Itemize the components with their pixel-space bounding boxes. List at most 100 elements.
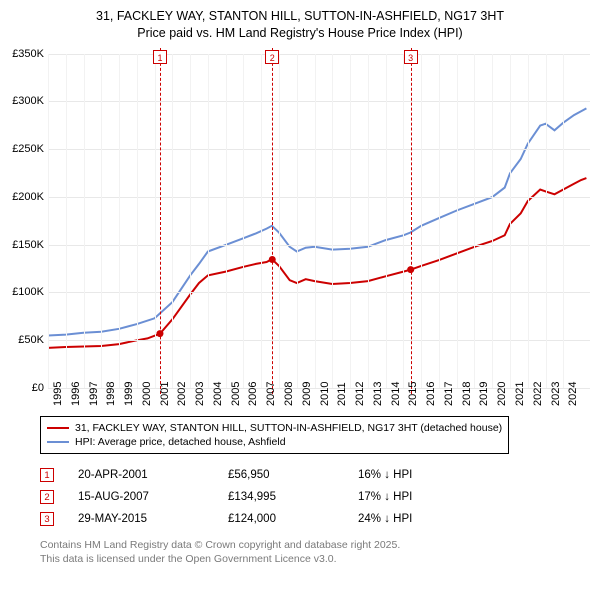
sale-row-price: £134,995 xyxy=(228,491,358,503)
title-line-1: 31, FACKLEY WAY, STANTON HILL, SUTTON-IN… xyxy=(10,8,590,25)
gridline-h xyxy=(48,197,590,198)
sale-row-delta: 24% ↓ HPI xyxy=(358,513,478,525)
gridline-v xyxy=(226,54,227,388)
x-tick-label: 2007 xyxy=(265,381,277,405)
x-tick-label: 2024 xyxy=(567,381,579,405)
gridline-v xyxy=(457,54,458,388)
series-price_paid xyxy=(48,178,586,348)
gridline-v xyxy=(261,54,262,388)
gridline-v xyxy=(137,54,138,388)
gridline-v xyxy=(368,54,369,388)
y-tick-label: £150K xyxy=(4,239,44,251)
sale-row-price: £124,000 xyxy=(228,513,358,525)
gridline-v xyxy=(474,54,475,388)
gridline-v xyxy=(279,54,280,388)
x-tick-label: 2011 xyxy=(336,382,348,406)
gridline-v xyxy=(101,54,102,388)
gridline-v xyxy=(190,54,191,388)
x-tick-label: 2000 xyxy=(141,381,153,405)
y-tick-label: £50K xyxy=(4,334,44,346)
gridline-v xyxy=(155,54,156,388)
y-tick-label: £100K xyxy=(4,286,44,298)
attribution-line-1: Contains HM Land Registry data © Crown c… xyxy=(40,538,590,552)
gridline-h xyxy=(48,292,590,293)
x-tick-label: 2010 xyxy=(319,381,331,405)
gridline-v xyxy=(528,54,529,388)
x-tick-label: 2022 xyxy=(532,381,544,405)
gridline-h xyxy=(48,54,590,55)
gridline-v xyxy=(297,54,298,388)
sales-table: 1 20-APR-2001£56,95016% ↓ HPI 2 15-AUG-2007… xyxy=(40,464,590,530)
x-tick-label: 2015 xyxy=(407,381,419,405)
x-tick-label: 2019 xyxy=(478,381,490,405)
sale-marker-badge: 2 xyxy=(265,50,279,64)
gridline-h xyxy=(48,340,590,341)
legend: 31, FACKLEY WAY, STANTON HILL, SUTTON-IN… xyxy=(40,416,509,454)
x-tick-label: 1996 xyxy=(70,381,82,405)
gridline-v xyxy=(546,54,547,388)
x-tick-label: 2016 xyxy=(425,381,437,405)
legend-label: HPI: Average price, detached house, Ashf… xyxy=(75,436,286,448)
sale-row-date: 15-AUG-2007 xyxy=(78,491,228,503)
sale-row-date: 29-MAY-2015 xyxy=(78,513,228,525)
gridline-h xyxy=(48,101,590,102)
x-tick-label: 2004 xyxy=(212,381,224,405)
sale-row-price: £56,950 xyxy=(228,469,358,481)
sale-row-delta: 16% ↓ HPI xyxy=(358,469,478,481)
sale-row-badge: 3 xyxy=(40,512,54,526)
gridline-v xyxy=(119,54,120,388)
gridline-v xyxy=(208,54,209,388)
x-tick-label: 2003 xyxy=(194,381,206,405)
gridline-v xyxy=(563,54,564,388)
y-tick-label: £300K xyxy=(4,95,44,107)
chart-title: 31, FACKLEY WAY, STANTON HILL, SUTTON-IN… xyxy=(10,8,590,42)
gridline-v xyxy=(243,54,244,388)
sale-row-date: 20-APR-2001 xyxy=(78,469,228,481)
gridline-v xyxy=(84,54,85,388)
gridline-v xyxy=(332,54,333,388)
legend-row: 31, FACKLEY WAY, STANTON HILL, SUTTON-IN… xyxy=(47,421,502,435)
gridline-v xyxy=(492,54,493,388)
line-canvas xyxy=(48,54,590,388)
x-tick-label: 2012 xyxy=(354,381,366,405)
sale-marker-line xyxy=(411,48,412,394)
sale-marker-badge: 1 xyxy=(153,50,167,64)
x-tick-label: 2006 xyxy=(247,381,259,405)
x-tick-label: 2009 xyxy=(301,381,313,405)
gridline-v xyxy=(439,54,440,388)
attribution: Contains HM Land Registry data © Crown c… xyxy=(40,538,590,566)
plot-region: 123 xyxy=(48,54,590,388)
attribution-line-2: This data is licensed under the Open Gov… xyxy=(40,552,590,566)
x-tick-label: 1995 xyxy=(52,381,64,405)
x-tick-label: 1998 xyxy=(105,381,117,405)
x-tick-label: 2018 xyxy=(461,381,473,405)
y-tick-label: £250K xyxy=(4,143,44,155)
gridline-v xyxy=(315,54,316,388)
chart-area: 123 £0£50K£100K£150K£200K£250K£300K£350K… xyxy=(10,48,590,408)
x-tick-label: 2002 xyxy=(176,381,188,405)
y-tick-label: £200K xyxy=(4,191,44,203)
gridline-v xyxy=(403,54,404,388)
sale-row-badge: 2 xyxy=(40,490,54,504)
x-tick-label: 2001 xyxy=(159,381,171,405)
sale-marker-line xyxy=(272,48,273,394)
x-tick-label: 1999 xyxy=(123,381,135,405)
x-tick-label: 2020 xyxy=(496,381,508,405)
x-tick-label: 2013 xyxy=(372,381,384,405)
x-tick-label: 2014 xyxy=(390,381,402,405)
legend-label: 31, FACKLEY WAY, STANTON HILL, SUTTON-IN… xyxy=(75,422,502,434)
sale-row: 3 29-MAY-2015£124,00024% ↓ HPI xyxy=(40,508,590,530)
chart-container: 31, FACKLEY WAY, STANTON HILL, SUTTON-IN… xyxy=(0,0,600,590)
sale-row-badge: 1 xyxy=(40,468,54,482)
gridline-v xyxy=(386,54,387,388)
sale-row: 2 15-AUG-2007£134,99517% ↓ HPI xyxy=(40,486,590,508)
gridline-v xyxy=(66,54,67,388)
x-tick-label: 2008 xyxy=(283,381,295,405)
gridline-v xyxy=(350,54,351,388)
gridline-h xyxy=(48,245,590,246)
x-tick-label: 2023 xyxy=(550,381,562,405)
sale-marker-line xyxy=(160,48,161,394)
sale-marker-badge: 3 xyxy=(404,50,418,64)
sale-row-delta: 17% ↓ HPI xyxy=(358,491,478,503)
y-tick-label: £0 xyxy=(4,382,44,394)
